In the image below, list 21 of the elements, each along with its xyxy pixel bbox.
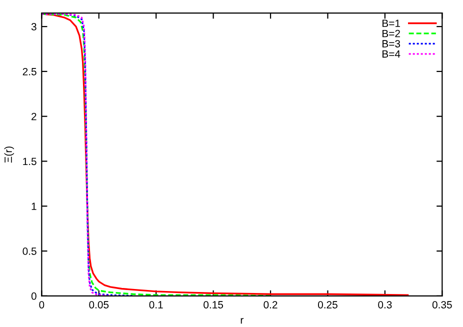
x-tick-label: 0.25	[318, 301, 338, 308]
x-tick-label: 0.3	[378, 301, 392, 308]
x-tick-label: 0.05	[89, 301, 109, 308]
x-tick-label: 0.15	[204, 301, 224, 308]
x-axis-title: r	[240, 318, 244, 324]
legend-label: B=1	[382, 20, 400, 27]
y-tick-label: 3	[31, 23, 36, 30]
y-tick-label: 1.5	[23, 158, 36, 166]
legend-label: B=3	[382, 40, 400, 48]
legend-label: B=4	[382, 50, 400, 58]
y-tick-label: 2.5	[22, 68, 36, 76]
y-tick-label: 2	[32, 112, 36, 120]
legend-label: B=2	[382, 30, 400, 38]
x-tick-label: 0.1	[149, 301, 163, 308]
y-tick-label: 0	[31, 292, 36, 300]
x-tick-label: 0	[39, 301, 44, 308]
x-tick-label: 0.2	[264, 301, 278, 308]
y-tick-label: 0.5	[22, 248, 36, 255]
y-tick-label: 1	[32, 202, 36, 210]
x-tick-label: 0.35	[432, 301, 452, 308]
y-axis-title: Ξ(r)	[4, 146, 14, 163]
